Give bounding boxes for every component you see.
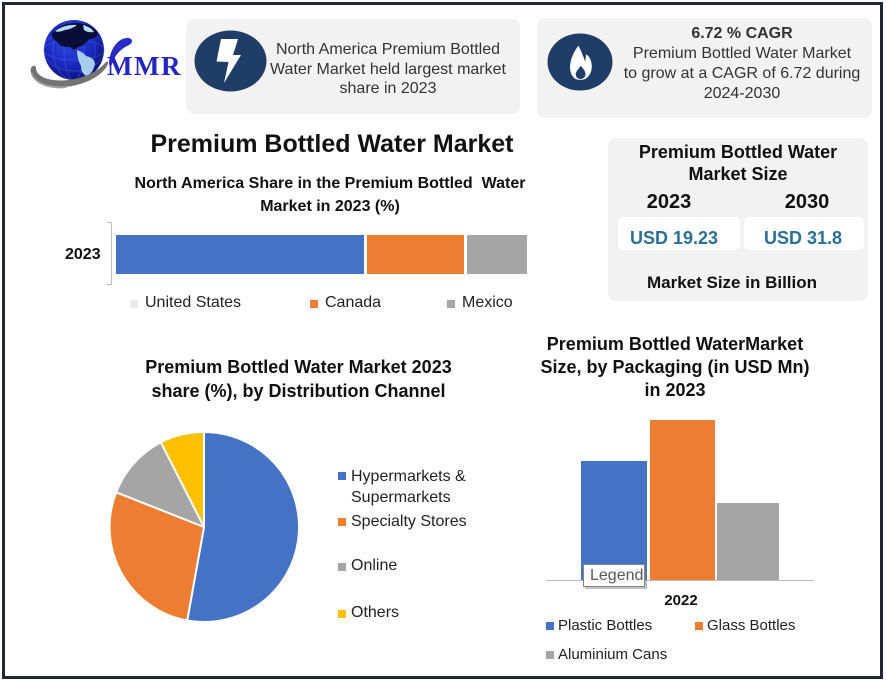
- svg-text:MMR: MMR: [107, 51, 182, 81]
